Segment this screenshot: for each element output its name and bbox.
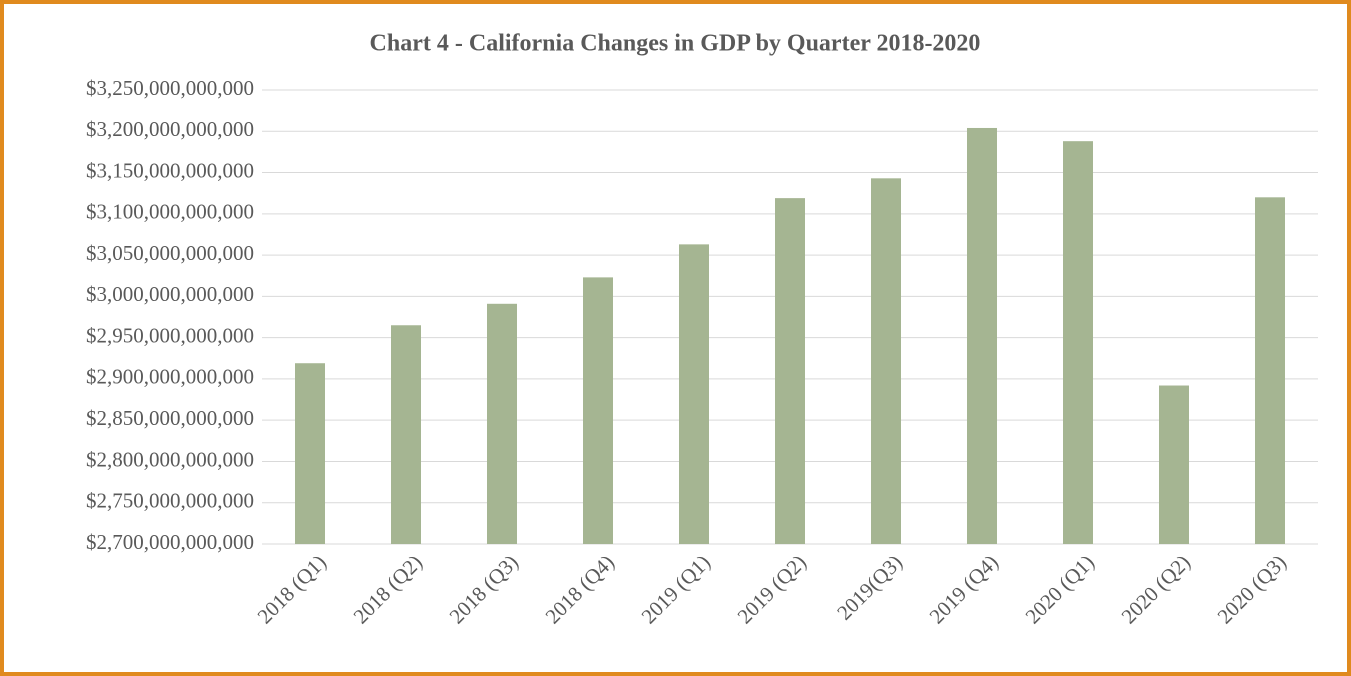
bar	[679, 244, 709, 545]
y-tick-label: $2,800,000,000,000	[86, 447, 254, 471]
y-tick-label: $3,100,000,000,000	[86, 200, 254, 224]
bar	[967, 127, 997, 544]
y-tick-label: $3,250,000,000,000	[86, 76, 254, 100]
y-tick-label: $2,750,000,000,000	[86, 489, 254, 513]
bar	[487, 303, 517, 544]
bar	[775, 198, 805, 544]
bar	[295, 363, 325, 544]
bar	[1159, 385, 1189, 544]
bar	[583, 277, 613, 544]
y-tick-label: $3,000,000,000,000	[86, 282, 254, 306]
bar	[871, 178, 901, 544]
y-tick-label: $2,950,000,000,000	[86, 323, 254, 347]
bar	[1063, 141, 1093, 545]
y-tick-label: $3,050,000,000,000	[86, 241, 254, 265]
y-tick-label: $3,200,000,000,000	[86, 117, 254, 141]
chart-title: Chart 4 - California Changes in GDP by Q…	[370, 31, 981, 57]
y-tick-label: $2,850,000,000,000	[86, 406, 254, 430]
bar	[391, 325, 421, 544]
y-tick-label: $2,900,000,000,000	[86, 365, 254, 389]
bar	[1255, 197, 1285, 545]
y-tick-label: $3,150,000,000,000	[86, 158, 254, 182]
y-tick-label: $2,700,000,000,000	[86, 530, 254, 554]
